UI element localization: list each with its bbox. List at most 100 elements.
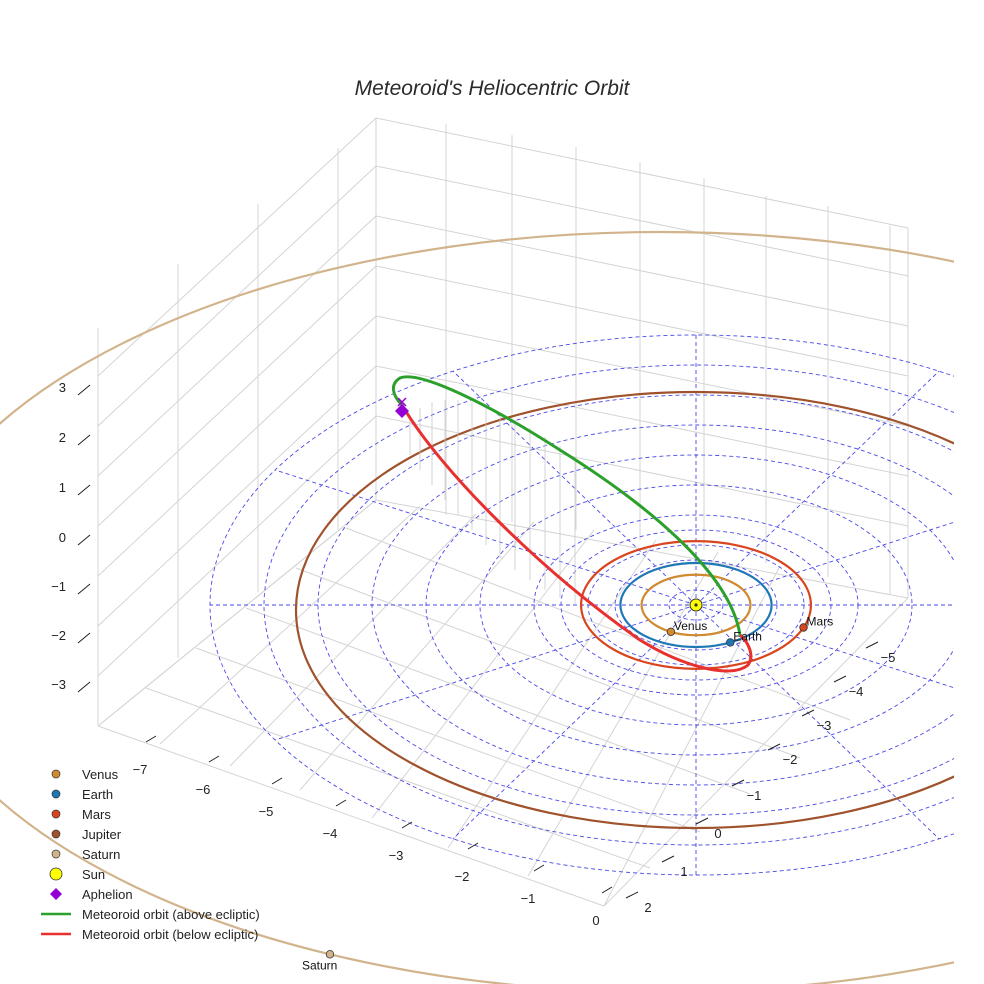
x-tick-mark <box>401 821 413 829</box>
z-tick-mark <box>77 583 91 595</box>
z-tick-label: −1 <box>51 579 66 594</box>
ecliptic-grid-radial <box>452 604 697 840</box>
ecliptic-grid-radial <box>695 521 954 606</box>
legend-item: Saturn <box>51 847 120 862</box>
drop-lines <box>409 400 576 605</box>
z-tick-label: 3 <box>59 380 66 395</box>
mars-marker <box>799 623 808 632</box>
z-tick-mark <box>77 681 91 693</box>
legend-item: Aphelion <box>50 887 133 902</box>
x-tick-mark <box>601 886 613 894</box>
y-tick-mark <box>661 855 675 863</box>
earth-orbit <box>619 561 773 649</box>
x-tick-label: −2 <box>455 869 470 884</box>
x-tick-label: −4 <box>323 826 338 841</box>
z-tick-label: 1 <box>59 480 66 495</box>
saturn-orbit <box>0 231 954 984</box>
legend-label: Venus <box>82 767 119 782</box>
legend-dot-icon <box>51 769 61 779</box>
y-tick-mark <box>801 709 815 717</box>
x-tick-mark <box>208 755 220 763</box>
z-tick-mark <box>77 534 91 546</box>
meteoroid-orbit-above-line <box>392 375 742 636</box>
legend-item: Meteoroid orbit (below ecliptic) <box>41 927 258 942</box>
legend-item: Meteoroid orbit (above ecliptic) <box>41 907 260 922</box>
legend-item: Mars <box>51 807 111 822</box>
planet-orbits <box>0 231 954 984</box>
z-tick-mark <box>77 632 91 644</box>
legend-label: Saturn <box>82 847 120 862</box>
ecliptic-grid-radial <box>695 604 940 840</box>
legend-dot-icon <box>51 789 61 799</box>
y-tick-mark <box>865 641 879 649</box>
legend-item: Venus <box>51 767 119 782</box>
y-tick-label: −1 <box>747 788 762 803</box>
z-tick-mark <box>77 484 91 496</box>
legend-diamond-icon <box>50 888 62 900</box>
y-tick-label: 2 <box>644 900 651 915</box>
planet-markers: Venus Earth Mars Saturn <box>302 614 833 972</box>
legend-item: Earth <box>51 787 113 802</box>
x-tick-label: −7 <box>133 762 148 777</box>
x-tick-label: −1 <box>521 891 536 906</box>
ecliptic-grid-radial <box>274 604 697 741</box>
y-tick-label: −4 <box>849 684 864 699</box>
legend-label: Meteoroid orbit (above ecliptic) <box>82 907 260 922</box>
x-tick-mark <box>145 735 157 743</box>
earth-label: Earth <box>733 629 762 643</box>
jupiter-orbit <box>295 390 954 830</box>
y-tick-mark <box>625 891 639 899</box>
x-tick-label: 0 <box>592 913 599 928</box>
legend: Venus Earth Mars Jupiter Saturn Sun Aphelion Me… <box>41 767 260 942</box>
chart-title: Meteoroid's Heliocentric Orbit <box>355 77 631 100</box>
sun-marker <box>689 598 703 612</box>
z-tick-label: −3 <box>51 677 66 692</box>
y-tick-mark <box>767 743 781 751</box>
y-tick-mark <box>695 817 709 825</box>
z-tick-label: −2 <box>51 628 66 643</box>
x-tick-label: −5 <box>259 804 274 819</box>
meteoroid-orbit-below-line <box>400 404 753 673</box>
saturn-marker <box>325 950 335 959</box>
z-tick-label: 2 <box>59 430 66 445</box>
y-tick-mark <box>833 675 847 683</box>
y-tick-mark <box>731 779 745 787</box>
y-tick-label: 0 <box>714 826 721 841</box>
z-tick-label: 0 <box>59 530 66 545</box>
y-tick-label: −3 <box>817 718 832 733</box>
aphelion-marker <box>395 397 409 418</box>
x-tick-mark <box>533 864 545 872</box>
y-axis-ticks: 2 1 0 −1 −2 −3 −4 −5 <box>625 641 896 915</box>
x-tick-label: −3 <box>389 848 404 863</box>
z-axis-ticks: 3 2 1 0 −1 −2 −3 <box>51 380 91 693</box>
venus-label: Venus <box>674 619 707 633</box>
venus-marker <box>666 627 676 637</box>
legend-label: Aphelion <box>82 887 133 902</box>
y-tick-label: −5 <box>881 650 896 665</box>
x-axis-ticks: −7 −6 −5 −4 −3 −2 −1 0 <box>133 735 613 928</box>
legend-label: Sun <box>82 867 105 882</box>
x-tick-label: −6 <box>196 782 211 797</box>
ecliptic-grid <box>209 334 954 876</box>
mars-orbit <box>579 540 813 670</box>
x-tick-mark <box>335 799 347 807</box>
y-tick-label: −2 <box>783 752 798 767</box>
ecliptic-grid-radial <box>695 370 940 606</box>
legend-label: Earth <box>82 787 113 802</box>
legend-sun-icon <box>49 867 63 881</box>
legend-label: Jupiter <box>82 827 122 842</box>
legend-item: Jupiter <box>51 827 122 842</box>
legend-dot-icon <box>51 829 61 839</box>
ecliptic-grid-radial <box>274 469 697 606</box>
legend-label: Meteoroid orbit (below ecliptic) <box>82 927 258 942</box>
ecliptic-grid-radial <box>695 604 954 689</box>
z-tick-mark <box>77 434 91 446</box>
legend-dot-icon <box>51 849 61 859</box>
x-tick-mark <box>271 777 283 785</box>
legend-label: Mars <box>82 807 111 822</box>
x-tick-mark <box>467 842 479 850</box>
z-tick-mark <box>77 384 91 396</box>
venus-orbit <box>640 573 752 637</box>
y-tick-label: 1 <box>680 864 687 879</box>
